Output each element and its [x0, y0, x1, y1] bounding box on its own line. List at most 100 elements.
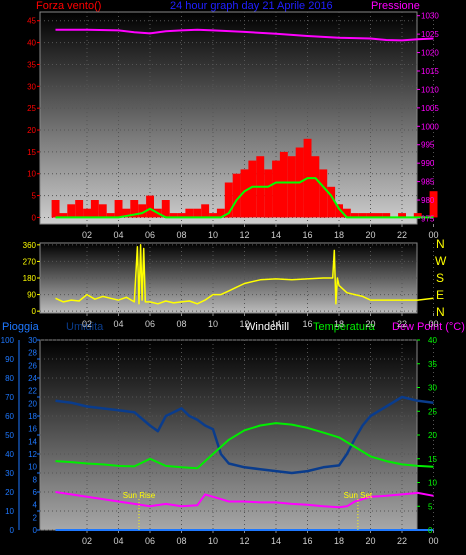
wind-bar — [287, 156, 296, 218]
y-tick-label: 10 — [27, 170, 36, 179]
y-tick-label: 100 — [1, 336, 15, 345]
x-tick-label: 10 — [208, 319, 218, 329]
humidity-tick-label: 28 — [28, 349, 37, 358]
x-tick-label: 06 — [145, 319, 155, 329]
wind-bar — [185, 208, 194, 218]
compass-w: W — [435, 254, 447, 268]
y-tick-label: 70 — [5, 393, 14, 402]
y2-tick-label: 10 — [428, 479, 437, 488]
wind-bar — [169, 213, 178, 218]
y2-tick-label: 1030 — [421, 12, 439, 21]
x-tick-label: 16 — [302, 536, 312, 546]
y2-tick-label: 0 — [428, 526, 433, 535]
x-tick-label: 02 — [82, 319, 92, 329]
y-tick-label: 20 — [27, 126, 36, 135]
y-tick-label: 5 — [32, 192, 37, 201]
wind-bar — [177, 213, 186, 218]
wind-bar — [114, 200, 123, 218]
y-tick-label: 30 — [5, 469, 14, 478]
humidity-tick-label: 26 — [28, 361, 37, 370]
x-tick-label: 08 — [176, 319, 186, 329]
x-tick-label: 18 — [334, 230, 344, 240]
y2-tick-label: 35 — [428, 360, 437, 369]
wind-bar — [209, 213, 217, 218]
wind-bar — [366, 213, 375, 218]
y-tick-label: 60 — [5, 412, 14, 421]
x-tick-label: 06 — [145, 536, 155, 546]
humidity-line — [55, 395, 434, 475]
wind-bar — [319, 169, 328, 218]
y2-tick-label: 990 — [421, 159, 435, 168]
x-tick-label: 16 — [302, 230, 312, 240]
y2-tick-label: 15 — [428, 455, 437, 464]
compass-n-bottom: N — [436, 305, 445, 319]
chart-title: 24 hour graph day 21 Aprile 2016 — [170, 0, 333, 12]
x-tick-label: 14 — [271, 319, 281, 329]
wind-bar — [138, 204, 147, 218]
humidity-tick-label: 4 — [33, 501, 38, 510]
compass-e: E — [436, 288, 444, 302]
wind-bar — [272, 160, 280, 218]
x-tick-label: 04 — [113, 230, 123, 240]
wind-bar — [51, 200, 60, 218]
wind-bar — [161, 200, 170, 218]
wind-bar — [122, 208, 131, 218]
temperature-line — [55, 422, 434, 470]
x-tick-label: 18 — [334, 536, 344, 546]
humidity-tick-label: 16 — [28, 425, 37, 434]
x-tick-label: 00 — [428, 319, 438, 329]
x-tick-label: 22 — [397, 319, 407, 329]
y2-tick-label: 20 — [428, 431, 437, 440]
x-tick-label: 22 — [397, 230, 407, 240]
y-tick-label: 50 — [5, 431, 14, 440]
wind-bar — [232, 173, 241, 218]
x-tick-label: 20 — [365, 230, 375, 240]
wind-bar — [216, 208, 225, 218]
y-tick-label: 40 — [5, 450, 14, 459]
dewpoint-title: Dew Point (°C) — [392, 321, 465, 333]
y2-tick-label: 975 — [421, 214, 435, 223]
wind-bar — [98, 204, 107, 218]
wind-bar — [83, 208, 91, 218]
x-tick-label: 04 — [113, 319, 123, 329]
y2-tick-label: 995 — [421, 141, 435, 150]
wind-bar — [342, 208, 351, 218]
humidity-tick-label: 2 — [33, 513, 38, 522]
pressure-line — [55, 28, 434, 42]
wind-bar — [279, 151, 288, 218]
humidity-tick-label: 10 — [28, 463, 37, 472]
y-tick-label: 270 — [23, 257, 37, 266]
wind-bar — [67, 204, 76, 218]
y-tick-label: 20 — [5, 488, 14, 497]
wind-bar — [130, 200, 139, 218]
temperature-title: Temperatura — [313, 321, 376, 333]
wind-bar — [59, 213, 68, 218]
y-tick-label: 45 — [27, 17, 36, 26]
y-tick-label: 0 — [32, 213, 37, 222]
rain-axis-title: Pioggia — [2, 321, 40, 333]
y-tick-label: 25 — [27, 104, 36, 113]
y2-tick-label: 985 — [421, 178, 435, 187]
wind-bar — [429, 191, 438, 218]
x-tick-label: 08 — [176, 230, 186, 240]
wind-direction-line — [55, 244, 434, 305]
x-tick-label: 12 — [239, 230, 249, 240]
wind-bar — [335, 204, 343, 218]
y2-tick-label: 1000 — [421, 122, 439, 131]
x-tick-label: 20 — [365, 319, 375, 329]
wind-bar — [146, 195, 154, 218]
y-tick-label: 10 — [5, 507, 14, 516]
wind-bar — [201, 204, 210, 218]
humidity-axis-title: Umidita — [66, 321, 104, 333]
y-tick-label: 180 — [23, 274, 37, 283]
x-tick-label: 06 — [145, 230, 155, 240]
wind-bar — [264, 169, 273, 218]
windchill-title: Windchill — [245, 321, 289, 333]
y-tick-label: 90 — [5, 355, 14, 364]
pressure-axis-title: Pressione — [371, 0, 420, 12]
y-tick-label: 15 — [27, 148, 36, 157]
x-tick-label: 02 — [82, 230, 92, 240]
humidity-tick-label: 30 — [28, 336, 37, 345]
y2-tick-label: 1025 — [421, 30, 439, 39]
